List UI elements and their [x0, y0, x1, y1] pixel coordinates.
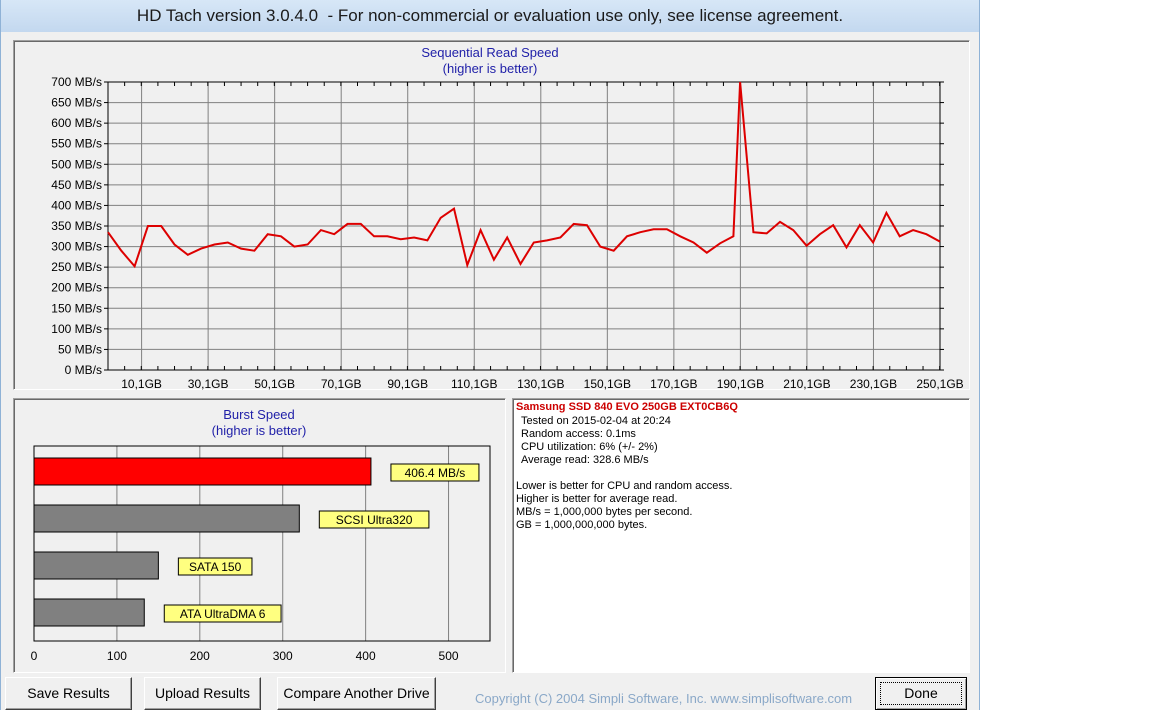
burst-x-axis: 0 100 200 300 400 500 [31, 649, 459, 663]
tested-on: Tested on 2015-02-04 at 20:24 [521, 415, 671, 427]
note-mbs-definition: MB/s = 1,000,000 bytes per second. [516, 506, 693, 518]
seq-y-tick-label: 650 MB/s [51, 96, 102, 110]
seq-x-tick-label: 90,1GB [387, 377, 428, 391]
seq-x-tick-label: 50,1GB [254, 377, 295, 391]
burst-bar [33, 457, 372, 486]
burst-bar-label-box [318, 510, 430, 529]
sequential-read-chart: Sequential Read Speed (higher is better)… [51, 45, 964, 391]
seq-x-tick-label: 130,1GB [517, 377, 564, 391]
burst-bar [33, 551, 159, 580]
client-area: Sequential Read Speed (higher is better)… [5, 32, 973, 710]
seq-x-tick-label: 70,1GB [321, 377, 362, 391]
seq-series-line [107, 81, 941, 269]
burst-x-tick-label: 0 [31, 649, 38, 663]
done-focus-rect [880, 682, 962, 705]
burst-plot-frame [33, 445, 491, 642]
seq-x-tick-label: 150,1GB [584, 377, 631, 391]
seq-chart-title: Sequential Read Speed [421, 45, 558, 60]
seq-y-tick-label: 250 MB/s [51, 260, 102, 274]
window-title: HD Tach version 3.0.4.0 - For non-commer… [1, 0, 979, 32]
done-button-label: Done [904, 685, 938, 701]
burst-bar-label-box [163, 604, 282, 623]
burst-x-tick-label: 200 [190, 649, 210, 663]
drive-info-panel: Samsung SSD 840 EVO 250GB EXT0CB6Q Teste… [512, 398, 970, 673]
seq-y-tick-label: 150 MB/s [51, 301, 102, 315]
burst-speed-chart: Burst Speed (higher is better) 406.4 MB/… [31, 407, 491, 663]
seq-x-tick-label: 230,1GB [850, 377, 897, 391]
burst-bar-label: SCSI Ultra320 [336, 513, 413, 527]
save-results-button[interactable]: Save Results [5, 677, 132, 710]
seq-y-axis: 700 MB/s 650 MB/s 600 MB/s 550 MB/s 500 MB/s… [51, 75, 944, 377]
burst-bar-label: SATA 150 [189, 560, 242, 574]
burst-bar-label: ATA UltraDMA 6 [180, 607, 266, 621]
burst-bar-label: 406.4 MB/s [405, 466, 466, 480]
burst-x-tick-label: 300 [273, 649, 293, 663]
seq-x-tick-label: 250,1GB [916, 377, 963, 391]
burst-bar-label-box [390, 463, 480, 482]
seq-x-tick-label: 190,1GB [717, 377, 764, 391]
seq-y-tick-label: 350 MB/s [51, 219, 102, 233]
burst-chart-subtitle: (higher is better) [212, 423, 307, 438]
seq-y-tick-label: 100 MB/s [51, 322, 102, 336]
hd-tach-window: HD Tach version 3.0.4.0 - For non-commer… [0, 0, 980, 710]
sequential-read-panel: Sequential Read Speed (higher is better)… [13, 40, 970, 391]
seq-chart-subtitle: (higher is better) [443, 61, 538, 76]
seq-y-tick-label: 550 MB/s [51, 137, 102, 151]
burst-bar [33, 598, 145, 627]
seq-y-tick-label: 50 MB/s [58, 342, 102, 356]
burst-bar-label-box [177, 557, 253, 576]
seq-y-tick-label: 600 MB/s [51, 116, 102, 130]
seq-x-tick-label: 30,1GB [188, 377, 229, 391]
seq-x-tick-label: 170,1GB [650, 377, 697, 391]
drive-name: Samsung SSD 840 EVO 250GB EXT0CB6Q [516, 401, 738, 413]
seq-y-tick-label: 700 MB/s [51, 75, 102, 89]
burst-bars: 406.4 MB/s SCSI Ultra320 SATA 150 ATA Ultra… [33, 457, 480, 627]
burst-bar [33, 504, 300, 533]
copyright-text: Copyright (C) 2004 Simpli Software, Inc.… [475, 691, 853, 706]
seq-x-axis: 10,1GB 30,1GB 50,1GB 70,1GB 90,1GB 110,1GB 130… [107, 82, 964, 391]
burst-x-tick-label: 500 [439, 649, 459, 663]
compare-another-drive-button[interactable]: Compare Another Drive [277, 677, 436, 710]
done-button[interactable]: Done [875, 677, 967, 710]
seq-y-tick-label: 400 MB/s [51, 198, 102, 212]
burst-x-tick-label: 400 [356, 649, 376, 663]
note-higher-better: Higher is better for average read. [516, 493, 678, 505]
burst-chart-title: Burst Speed [223, 407, 295, 422]
seq-grid [108, 82, 940, 370]
note-lower-better: Lower is better for CPU and random acces… [516, 480, 733, 492]
average-read: Average read: 328.6 MB/s [521, 454, 649, 466]
burst-x-tick-label: 100 [107, 649, 127, 663]
seq-y-tick-label: 200 MB/s [51, 281, 102, 295]
seq-x-tick-label: 110,1GB [451, 377, 497, 391]
cpu-utilization: CPU utilization: 6% (+/- 2%) [521, 441, 658, 453]
seq-y-tick-label: 300 MB/s [51, 240, 102, 254]
seq-x-tick-label: 10,1GB [121, 377, 162, 391]
seq-x-tick-label: 210,1GB [783, 377, 830, 391]
seq-y-tick-label: 450 MB/s [51, 178, 102, 192]
upload-results-button[interactable]: Upload Results [144, 677, 261, 710]
note-gb-definition: GB = 1,000,000,000 bytes. [516, 519, 648, 531]
random-access: Random access: 0.1ms [521, 428, 636, 440]
burst-speed-panel: Burst Speed (higher is better) 406.4 MB/… [13, 398, 506, 673]
seq-y-tick-label: 500 MB/s [51, 157, 102, 171]
seq-y-tick-label: 0 MB/s [65, 363, 102, 377]
